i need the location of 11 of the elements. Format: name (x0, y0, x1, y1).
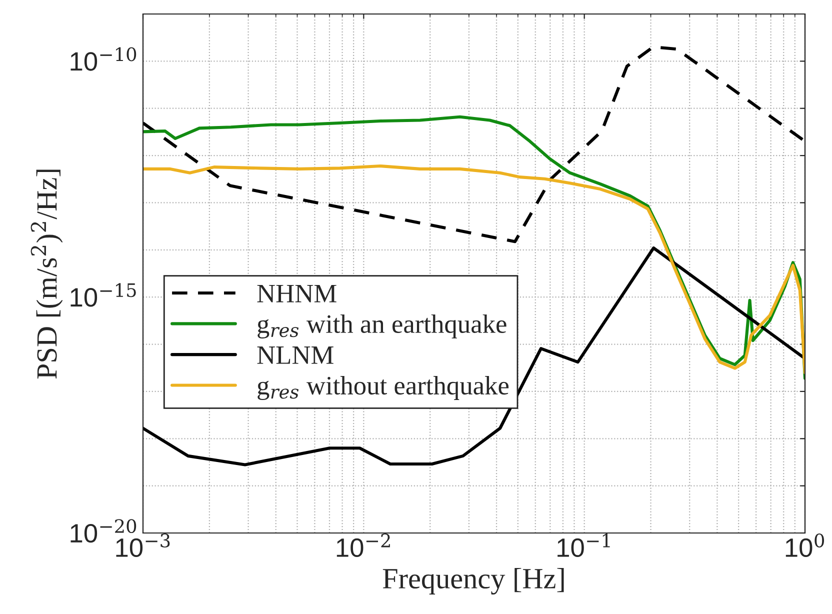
legend-label: g$_{res}$ without earthquake (258, 376, 509, 400)
legend-label: NLNM (257, 346, 334, 364)
legend-label: g$_{res}$ with an earthquake (258, 314, 506, 338)
legend-label: NHNM (257, 284, 336, 302)
y-tick-label: 10$^{−10}$ (70, 47, 136, 71)
x-tick-label: 10$^{−2}$ (336, 534, 390, 558)
y-axis-title: PSD [(m/s$^{2}$)$^{2}$/Hz] (30, 170, 63, 379)
y-tick-label: 10$^{−15}$ (70, 283, 136, 307)
x-tick-label: 10$^{0}$ (786, 534, 824, 558)
x-axis-title: Frequency [Hz] (382, 568, 564, 595)
x-tick-label: 10$^{−1}$ (558, 534, 610, 558)
